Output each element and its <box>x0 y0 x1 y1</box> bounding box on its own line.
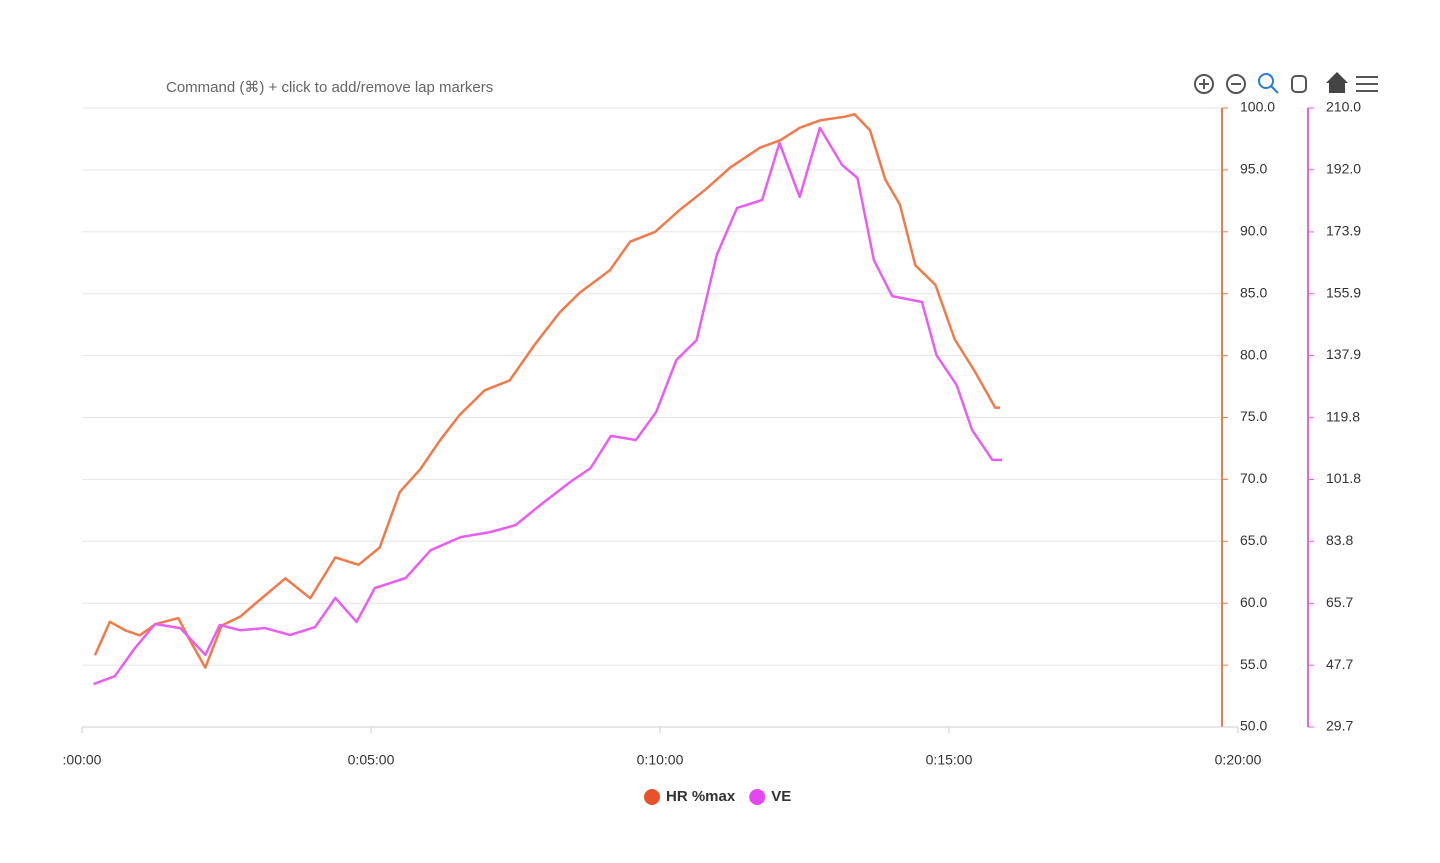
y2-tick-label: 47.7 <box>1326 656 1353 672</box>
legend-marker <box>644 789 660 805</box>
y2-tick-label: 137.9 <box>1326 346 1361 362</box>
menu[interactable] <box>1356 76 1378 92</box>
x-tick-label: 0:20:00 <box>1215 752 1262 768</box>
y2-tick-label: 173.9 <box>1326 223 1361 239</box>
toolbar[interactable] <box>1194 72 1378 94</box>
y-tick-label: 95.0 <box>1240 161 1267 177</box>
y-tick-label: 100.0 <box>1240 99 1275 115</box>
pan[interactable] <box>1291 75 1307 93</box>
x-tick-label: 0:10:00 <box>637 752 684 768</box>
y2-tick-label: 83.8 <box>1326 532 1353 548</box>
zoom-in[interactable] <box>1194 74 1214 94</box>
y-tick-label: 90.0 <box>1240 223 1267 239</box>
y2-tick-label: 65.7 <box>1326 594 1353 610</box>
x-tick-label: 0:05:00 <box>348 752 395 768</box>
home[interactable] <box>1326 72 1348 93</box>
y2-tick-label: 155.9 <box>1326 284 1361 300</box>
zoom[interactable] <box>1258 73 1279 94</box>
y-tick-label: 55.0 <box>1240 656 1267 672</box>
y2-tick-label: 192.0 <box>1326 161 1361 177</box>
annotation: Command (⌘) + click to add/remove lap ma… <box>166 79 493 96</box>
y2-tick-label: 101.8 <box>1326 470 1361 486</box>
y-tick-label: 75.0 <box>1240 408 1267 424</box>
y-tick-label: 80.0 <box>1240 346 1267 362</box>
legend-label: VE <box>771 788 791 805</box>
y-tick-label: 65.0 <box>1240 532 1267 548</box>
y2-tick-label: 119.8 <box>1326 408 1360 424</box>
y-tick-label: 85.0 <box>1240 284 1267 300</box>
x-tick-label: :00:00 <box>63 752 102 768</box>
legend-label: HR %max <box>666 788 736 805</box>
y2-tick-label: 210.0 <box>1326 99 1361 115</box>
x-tick-label: 0:15:00 <box>926 752 973 768</box>
y-tick-label: 70.0 <box>1240 470 1267 486</box>
series-line <box>93 126 1002 686</box>
legend-marker <box>749 789 766 805</box>
y-tick-label: 50.0 <box>1240 718 1267 734</box>
y2-tick-label: 29.7 <box>1326 718 1353 734</box>
series-line <box>93 112 1001 669</box>
zoom-out[interactable] <box>1226 74 1246 94</box>
y-tick-label: 60.0 <box>1240 594 1267 610</box>
